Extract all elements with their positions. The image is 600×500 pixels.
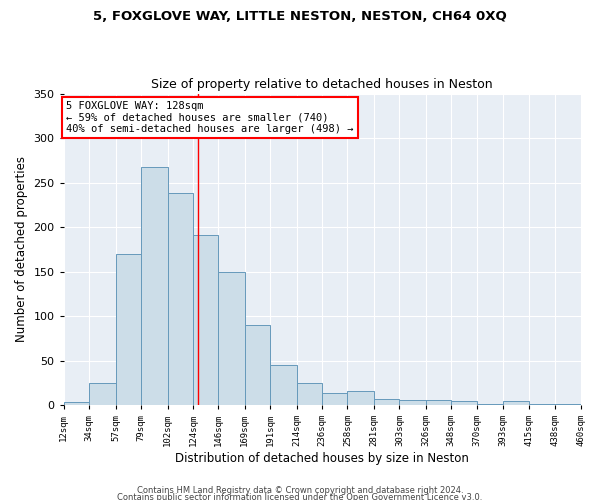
Bar [297, 383, 322, 405]
Text: Contains public sector information licensed under the Open Government Licence v3: Contains public sector information licen… [118, 494, 482, 500]
Y-axis label: Number of detached properties: Number of detached properties [15, 156, 28, 342]
Bar [270, 365, 297, 405]
Bar [322, 392, 347, 405]
Bar [400, 400, 426, 405]
Bar [451, 400, 476, 405]
Bar [245, 325, 270, 405]
Title: Size of property relative to detached houses in Neston: Size of property relative to detached ho… [151, 78, 493, 91]
Bar [503, 400, 529, 405]
Text: 5, FOXGLOVE WAY, LITTLE NESTON, NESTON, CH64 0XQ: 5, FOXGLOVE WAY, LITTLE NESTON, NESTON, … [93, 10, 507, 23]
Bar [529, 404, 555, 405]
Bar [141, 168, 167, 405]
Text: 5 FOXGLOVE WAY: 128sqm
← 59% of detached houses are smaller (740)
40% of semi-de: 5 FOXGLOVE WAY: 128sqm ← 59% of detached… [66, 100, 353, 134]
Bar [374, 399, 400, 405]
Bar [426, 400, 451, 405]
Bar [476, 404, 503, 405]
Bar [218, 272, 245, 405]
Bar [193, 235, 218, 405]
Bar [116, 254, 141, 405]
Text: Contains HM Land Registry data © Crown copyright and database right 2024.: Contains HM Land Registry data © Crown c… [137, 486, 463, 495]
Bar [555, 404, 581, 405]
Bar [167, 194, 193, 405]
Bar [64, 402, 89, 405]
Bar [347, 391, 374, 405]
Bar [89, 383, 116, 405]
X-axis label: Distribution of detached houses by size in Neston: Distribution of detached houses by size … [175, 452, 469, 465]
